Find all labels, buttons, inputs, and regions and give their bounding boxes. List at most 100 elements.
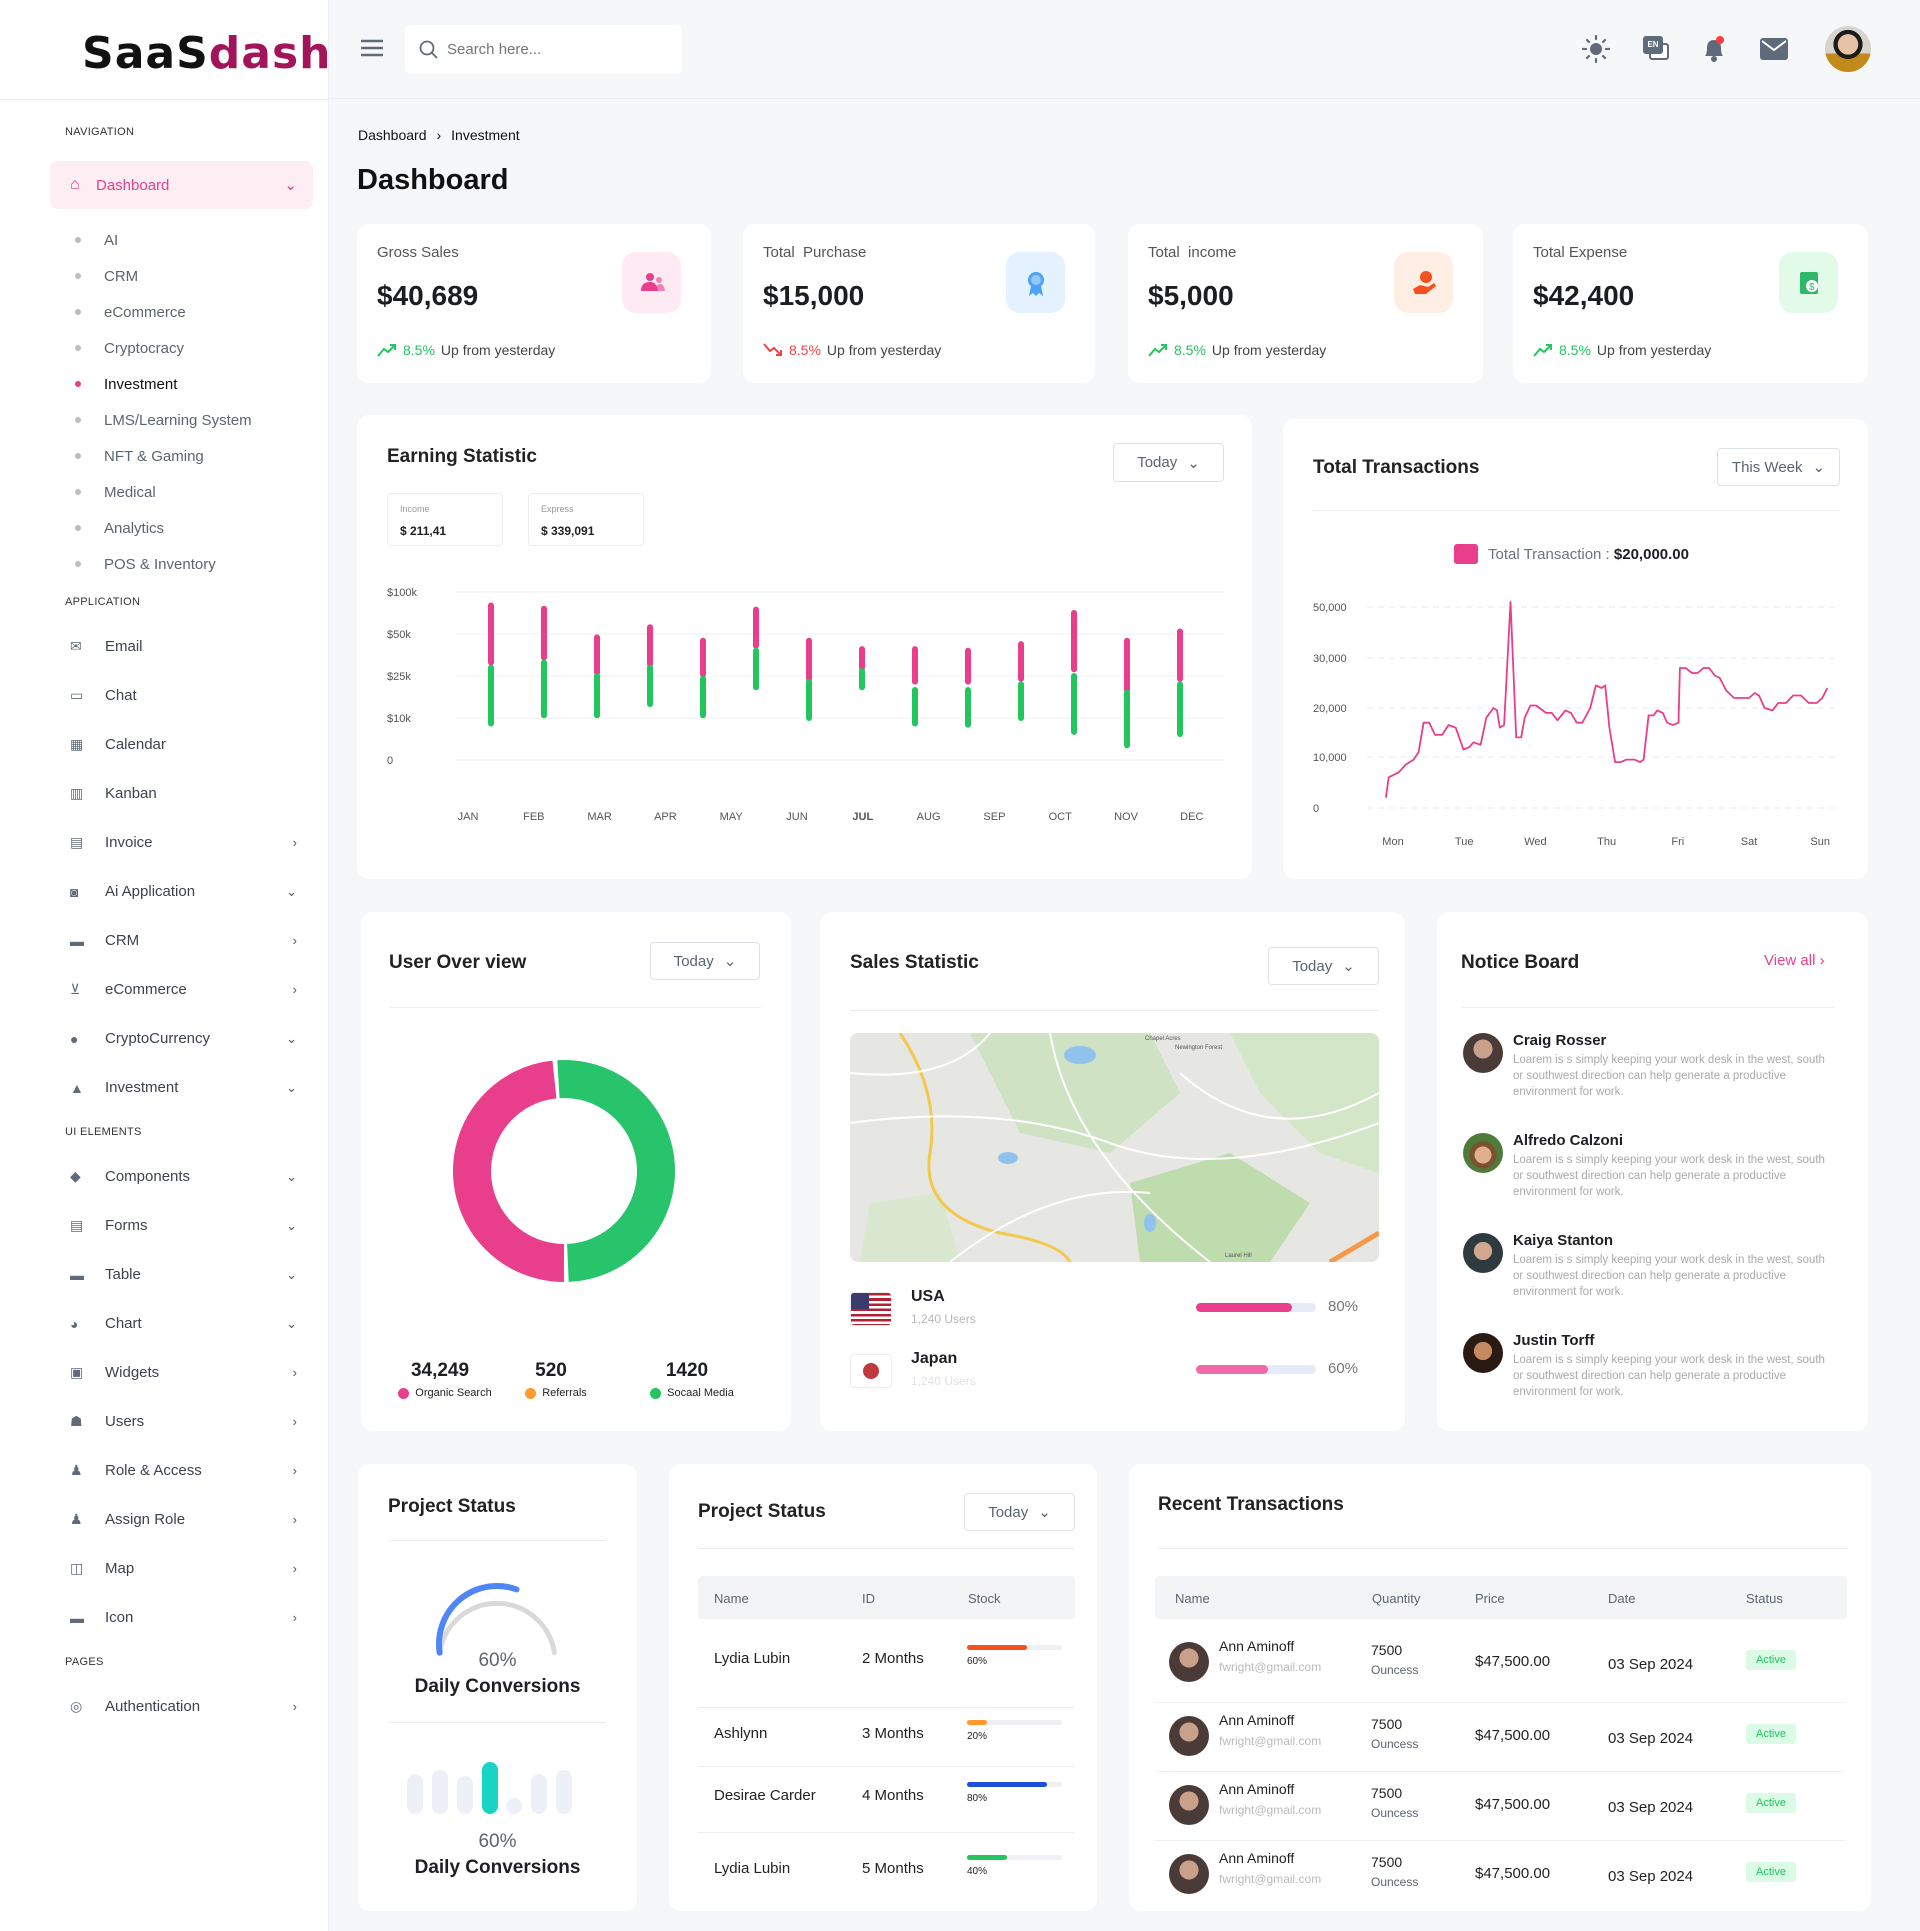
transactions-filter-dropdown[interactable]: This Week ⌄ [1717,448,1840,486]
country-percent: 60% [1328,1360,1359,1377]
kanban-icon: ▥ [70,785,84,801]
stock-percent: 20% [967,1731,988,1742]
sidebar-item-role-access[interactable]: ♟ Role & Access › [0,1446,329,1495]
sidebar-item-widgets[interactable]: ▣ Widgets › [0,1348,329,1397]
transactions-chart: 50,000 30,000 20,000 10,000 0 Mon Tue Wed Thu Fri… [1313,600,1840,848]
chevron-down-icon: ⌄ [1812,459,1826,476]
search-box[interactable] [405,25,682,74]
legend-dot [398,1387,410,1399]
notice-text: Loarem is s simply keeping your work des… [1513,1354,1825,1398]
sidebar-item-kanban[interactable]: ▥ Kanban [0,769,329,818]
card-title: Project Status [698,1501,826,1522]
sidebar-item-label: Ai Application [105,883,196,900]
column-header: Status [1746,1591,1783,1606]
earning-filter-dropdown[interactable]: Today ⌄ [1113,443,1224,482]
search-input[interactable] [447,37,667,61]
x-tick-label: Wed [1524,836,1546,848]
y-tick-label: 0 [1313,803,1319,815]
gauge-track [437,1600,557,1656]
price: $47,500.00 [1475,1653,1551,1670]
sidebar-subitem-ai[interactable]: AI [0,222,329,258]
table-header [698,1576,1075,1619]
mail-icon[interactable] [1760,38,1788,60]
sales-filter-dropdown[interactable]: Today ⌄ [1268,947,1379,985]
sidebar-item-label: CRM [105,932,140,949]
notice-author[interactable]: Justin Torff [1513,1332,1595,1349]
map-label: Newington Forest [1175,1045,1222,1051]
stat-label: Gross Sales [377,244,459,261]
legend-item: Organic Search [385,1387,505,1399]
sidebar-item-dashboard[interactable]: ⌂ Dashboard ⌄ [50,161,313,209]
sidebar-item-investment[interactable]: ▲ Investment ⌄ [0,1063,329,1112]
language-icon[interactable]: EN [1643,36,1669,62]
logo[interactable]: SaaSdash [82,28,332,79]
users-icon: ☗ [70,1413,83,1429]
sidebar-item-invoice[interactable]: ▤ Invoice › [0,818,329,867]
sidebar-item-map[interactable]: ◫ Map › [0,1544,329,1593]
sidebar-item-label: Cryptocracy [104,339,185,357]
notice-avatar [1463,1033,1503,1073]
notice-author[interactable]: Alfredo Calzoni [1513,1132,1624,1149]
sidebar-subitem-analytics[interactable]: Analytics [0,510,329,546]
quantity: 7500 [1371,1716,1403,1732]
sidebar-subitem-investment[interactable]: Investment [0,366,329,402]
sidebar-subitem-nft-gaming[interactable]: NFT & Gaming [0,438,329,474]
stat-card-gross-sales: Gross Sales $40,689 8.5% Up from yesterday [357,224,711,383]
notice-author[interactable]: Kaiya Stanton [1513,1232,1614,1249]
sidebar-item-chat[interactable]: ▭ Chat [0,671,329,720]
bell-icon[interactable] [1701,34,1727,64]
x-tick-label: Sun [1810,836,1830,848]
sidebar-item-email[interactable]: ✉ Email [0,622,329,671]
sidebar-item-chart[interactable]: ◕ Chart ⌄ [0,1299,329,1348]
sidebar-item-forms[interactable]: ▤ Forms ⌄ [0,1201,329,1250]
search-icon [419,40,438,59]
project-filter-dropdown[interactable]: Today ⌄ [964,1493,1075,1531]
sidebar-subitem-medical[interactable]: Medical [0,474,329,510]
user-avatar[interactable] [1825,26,1871,72]
breadcrumb-root[interactable]: Dashboard [358,127,427,143]
sidebar-subitem-ecommerce[interactable]: eCommerce [0,294,329,330]
customer-avatar [1169,1716,1209,1756]
sidebar-subitem-crm[interactable]: CRM [0,258,329,294]
conversion-bar [506,1798,522,1814]
sidebar-item-cryptocurrency[interactable]: ● CryptoCurrency ⌄ [0,1014,329,1063]
sidebar-item-ecommerce[interactable]: ⊻ eCommerce › [0,965,329,1014]
x-tick-label: Thu [1597,836,1616,848]
stat-value: 1420 [665,1360,709,1381]
sidebar-item-users[interactable]: ☗ Users › [0,1397,329,1446]
sidebar-subitem-pos-inventory[interactable]: POS & Inventory [0,546,329,582]
sidebar-subitem-lms-learning-system[interactable]: LMS/Learning System [0,402,329,438]
sidebar-item-icon[interactable]: ▬ Icon › [0,1593,329,1642]
notice-text: Loarem is s simply keeping your work des… [1513,1154,1825,1198]
user-overview-filter-dropdown[interactable]: Today ⌄ [650,942,760,980]
quantity-unit: Ouncess [1371,1737,1419,1751]
sidebar-item-components[interactable]: ◆ Components ⌄ [0,1152,329,1201]
sidebar-subitem-cryptocracy[interactable]: Cryptocracy [0,330,329,366]
sidebar-item-table[interactable]: ▬ Table ⌄ [0,1250,329,1299]
x-tick-label: NOV [1114,811,1139,823]
status-badge: Active [1746,1724,1796,1744]
bars-caption: Daily Conversions [414,1857,581,1878]
sidebar-item-label: Kanban [105,785,157,802]
trend-up-icon [1533,344,1552,357]
notice-author[interactable]: Craig Rosser [1513,1032,1607,1049]
sidebar-item-label: Medical [104,483,156,501]
sales-map[interactable]: Chapel Acres Newington Forest Laurel Hil… [850,1033,1379,1262]
stock-percent: 40% [967,1866,988,1877]
sidebar-item-assign-role[interactable]: ♟ Assign Role › [0,1495,329,1544]
menu-icon[interactable] [361,38,383,58]
sidebar-item-crm[interactable]: ▬ CRM › [0,916,329,965]
sidebar-item-ai-application[interactable]: ◙ Ai Application ⌄ [0,867,329,916]
sun-icon[interactable] [1582,35,1610,63]
stock-percent: 60% [967,1656,988,1667]
sidebar-item-label: Components [105,1168,191,1185]
gauge-caption: Daily Conversions [414,1676,581,1697]
view-all-link[interactable]: View all › [1764,952,1825,969]
sidebar-item-authentication[interactable]: ◎ Authentication › [0,1682,329,1731]
x-tick-label: MAR [587,811,612,823]
sidebar-item-calendar[interactable]: ▦ Calendar [0,720,329,769]
recent-transactions-card: Recent Transactions Name Quantity Price Dat… [1129,1464,1871,1911]
stat-value: $40,689 [377,280,479,311]
customer-email: fwright@gmail.com [1219,1660,1322,1674]
chevron-right-icon: › [292,1463,297,1478]
